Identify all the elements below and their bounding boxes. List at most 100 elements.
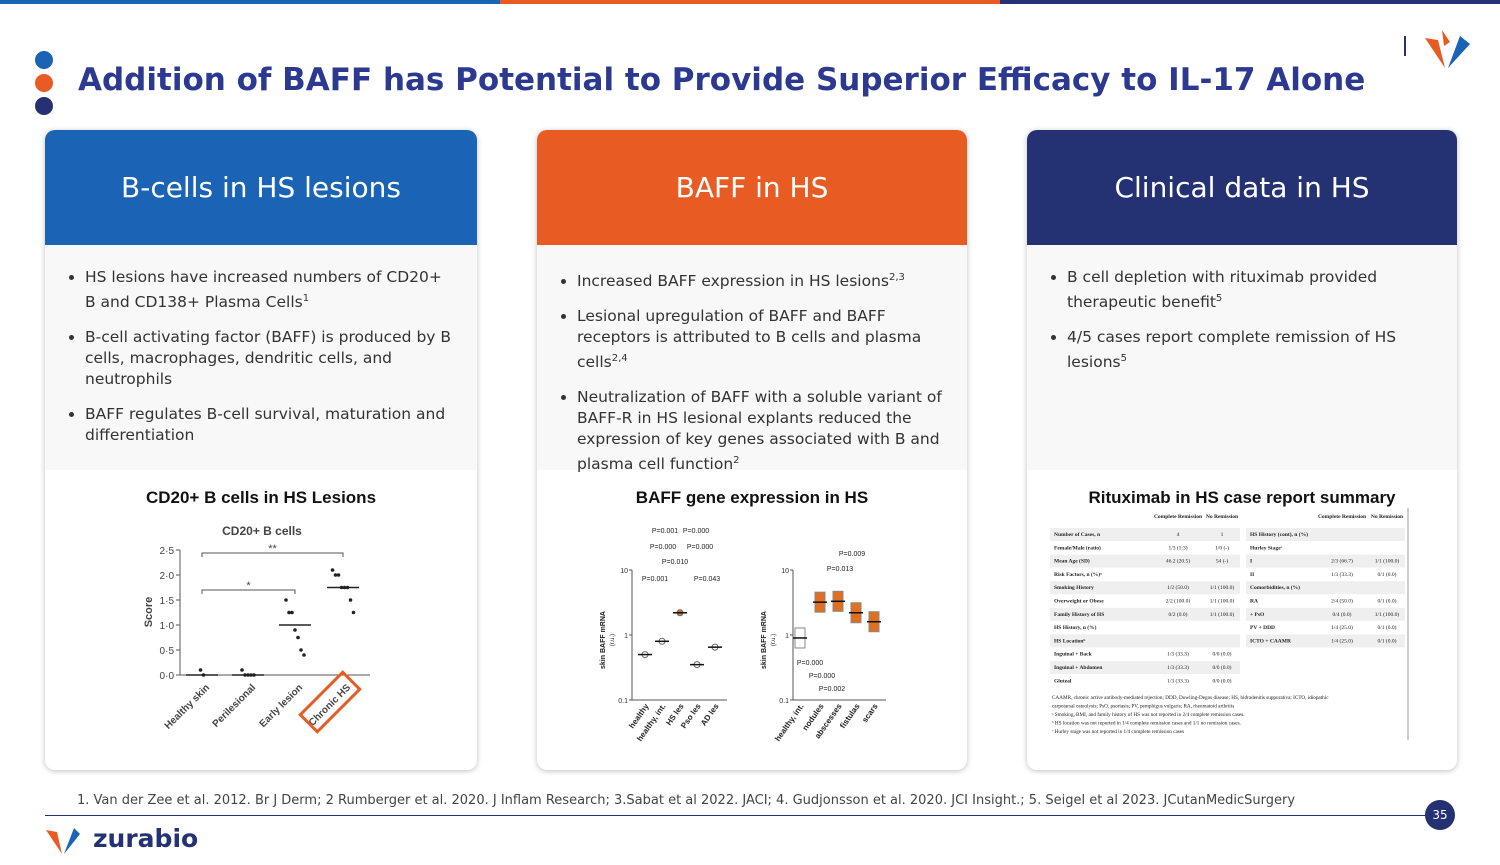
p-value-label: P=0.043 — [694, 576, 720, 583]
bullet: B cell depletion with rituximab provided… — [1067, 267, 1435, 313]
p-value-label: P=0.001 — [642, 576, 668, 583]
table-cell: 0/1 (0.0) — [1378, 624, 1397, 631]
table-cell: HS History (cont), n (%) — [1250, 531, 1308, 538]
bullet-text: Lesional upregulation of BAFF and BAFF r… — [577, 307, 922, 372]
table-cell: 1/3 (33.3) — [1167, 651, 1189, 658]
row-shade — [1246, 634, 1405, 648]
significance-label: ** — [268, 543, 277, 555]
reference-mark: 2 — [733, 455, 740, 467]
table-cell: Gluteal — [1054, 678, 1072, 684]
x-tick-label: healthy, int. — [773, 702, 806, 743]
dot — [35, 97, 53, 115]
bullet: Lesional upregulation of BAFF and BAFF r… — [577, 306, 945, 373]
y-tick-label: 0.1 — [779, 698, 789, 705]
table-cell: 4 — [1177, 532, 1180, 538]
table-cell: 2/3 (66.7) — [1331, 558, 1353, 565]
logo-text: zurabio — [93, 824, 199, 853]
card-heading: Clinical data in HS — [1027, 130, 1457, 245]
data-point — [290, 610, 294, 615]
reference-mark: 2,4 — [611, 353, 628, 365]
data-point — [293, 628, 297, 632]
y-axis-label: skin BAFF mRNA — [761, 611, 768, 669]
table-cell: Inguinal + Back — [1054, 652, 1093, 658]
figure-title: BAFF gene expression in HS — [635, 488, 869, 507]
bullet-text: Increased BAFF expression in HS lesions — [577, 272, 889, 291]
table-cell: 1/3 (33.3) — [1167, 664, 1189, 671]
row-shade — [1050, 634, 1240, 648]
table-cell: 1/4 (25.0) — [1331, 624, 1353, 631]
table-cell: RA — [1250, 599, 1258, 605]
row-shade — [1050, 581, 1240, 595]
bullet-text: BAFF regulates B-cell survival, maturati… — [85, 405, 446, 445]
card: BAFF in HS Increased BAFF expression in H… — [537, 130, 967, 770]
row-shade — [1246, 581, 1405, 595]
table-cell: 0/0 (0.0) — [1213, 677, 1232, 684]
p-value-label: P=0.000 — [797, 660, 823, 667]
page-number: 35 — [1425, 800, 1455, 830]
p-value-label: P=0.000 — [683, 528, 709, 535]
p-value-label: P=0.001 — [652, 528, 678, 535]
table-cell: 54 (-) — [1216, 558, 1229, 565]
bullet: 4/5 cases report complete remission of H… — [1067, 327, 1435, 373]
highlight-box — [298, 670, 362, 734]
y-tick-label: 0.1 — [618, 698, 628, 705]
table-cell: 0/1 (0.0) — [1378, 637, 1397, 644]
y-axis-label: Score — [143, 597, 155, 628]
table-cell: 0/2 (0.0) — [1169, 611, 1188, 618]
y-tick-label: 0·5 — [160, 646, 175, 657]
footnote: CAAMR, chronic active antibody-mediated … — [1052, 695, 1329, 701]
table-cell: 0/0 (0.0) — [1213, 664, 1232, 671]
x-tick-label: Early lesion — [258, 682, 305, 729]
table-cell: Inguinal + Abdomen — [1054, 665, 1102, 671]
p-value-label: P=0.000 — [809, 673, 835, 680]
footnote: ᵇ HS location was not reported in 1/4 co… — [1052, 721, 1241, 727]
table-cell: 1/1 (100.0) — [1210, 611, 1235, 618]
bullet-text: 4/5 cases report complete remission of H… — [1067, 328, 1397, 372]
card-heading: BAFF in HS — [537, 130, 967, 245]
table-cell: 0/4 (0.0) — [1333, 611, 1352, 618]
data-point — [198, 668, 203, 672]
bullet-text: HS lesions have increased numbers of CD2… — [85, 268, 442, 312]
bullet: B-cell activating factor (BAFF) is produ… — [85, 327, 455, 390]
table-cell: Overweight or Obese — [1054, 599, 1104, 605]
data-point — [302, 653, 306, 657]
column-header: Complete Remission — [1154, 514, 1202, 520]
p-value-label: P=0.000 — [687, 544, 713, 551]
dot — [35, 74, 53, 92]
column-header: No Remission — [1206, 514, 1238, 520]
significance-bracket — [201, 552, 344, 557]
table-cell: 0/1 (0.0) — [1378, 571, 1397, 578]
table-cell: HS Locationᵇ — [1054, 638, 1085, 644]
reference-mark: 1 — [302, 293, 310, 304]
row-shade — [1050, 607, 1240, 621]
data-point — [348, 598, 353, 602]
data-point — [287, 610, 291, 615]
card: B-cells in HS lesions HS lesions have inc… — [45, 130, 477, 770]
logo — [1404, 30, 1470, 68]
table-cell: 1/3 (33.3) — [1331, 571, 1353, 578]
data-point — [299, 648, 303, 652]
y-axis-label: skin BAFF mRNA — [600, 611, 607, 669]
table-cell: 1/2 (50.0) — [1167, 584, 1189, 591]
bullet: BAFF regulates B-cell survival, maturati… — [85, 404, 455, 446]
table-cell: Smoking History — [1054, 585, 1094, 591]
y-tick-label: 0·0 — [160, 671, 175, 682]
x-tick-label: scars — [860, 702, 880, 725]
y-tick-label: 10 — [620, 568, 628, 575]
table-cell: II — [1250, 572, 1254, 578]
table-cell: Family History of HS — [1054, 612, 1104, 618]
table-cell: HS History, n (%) — [1054, 624, 1097, 631]
bullet: Increased BAFF expression in HS lesions2… — [577, 267, 945, 292]
table-cell: 1/3 (1:3) — [1168, 544, 1187, 551]
p-value-label: P=0.010 — [662, 559, 688, 566]
data-point — [296, 635, 300, 640]
row-shade — [1246, 528, 1405, 541]
data-point — [284, 598, 288, 602]
row-shade — [1050, 554, 1240, 568]
bullet: Neutralization of BAFF with a soluble va… — [577, 387, 945, 475]
bullet-text: B cell depletion with rituximab provided… — [1067, 268, 1378, 312]
footnote: ᵃ Smoking, BMI, and family history of HS… — [1052, 711, 1244, 718]
top-stripe — [500, 0, 1000, 4]
footnote: ᶜ Hurley stage was not reported in 1/4 c… — [1052, 729, 1184, 735]
